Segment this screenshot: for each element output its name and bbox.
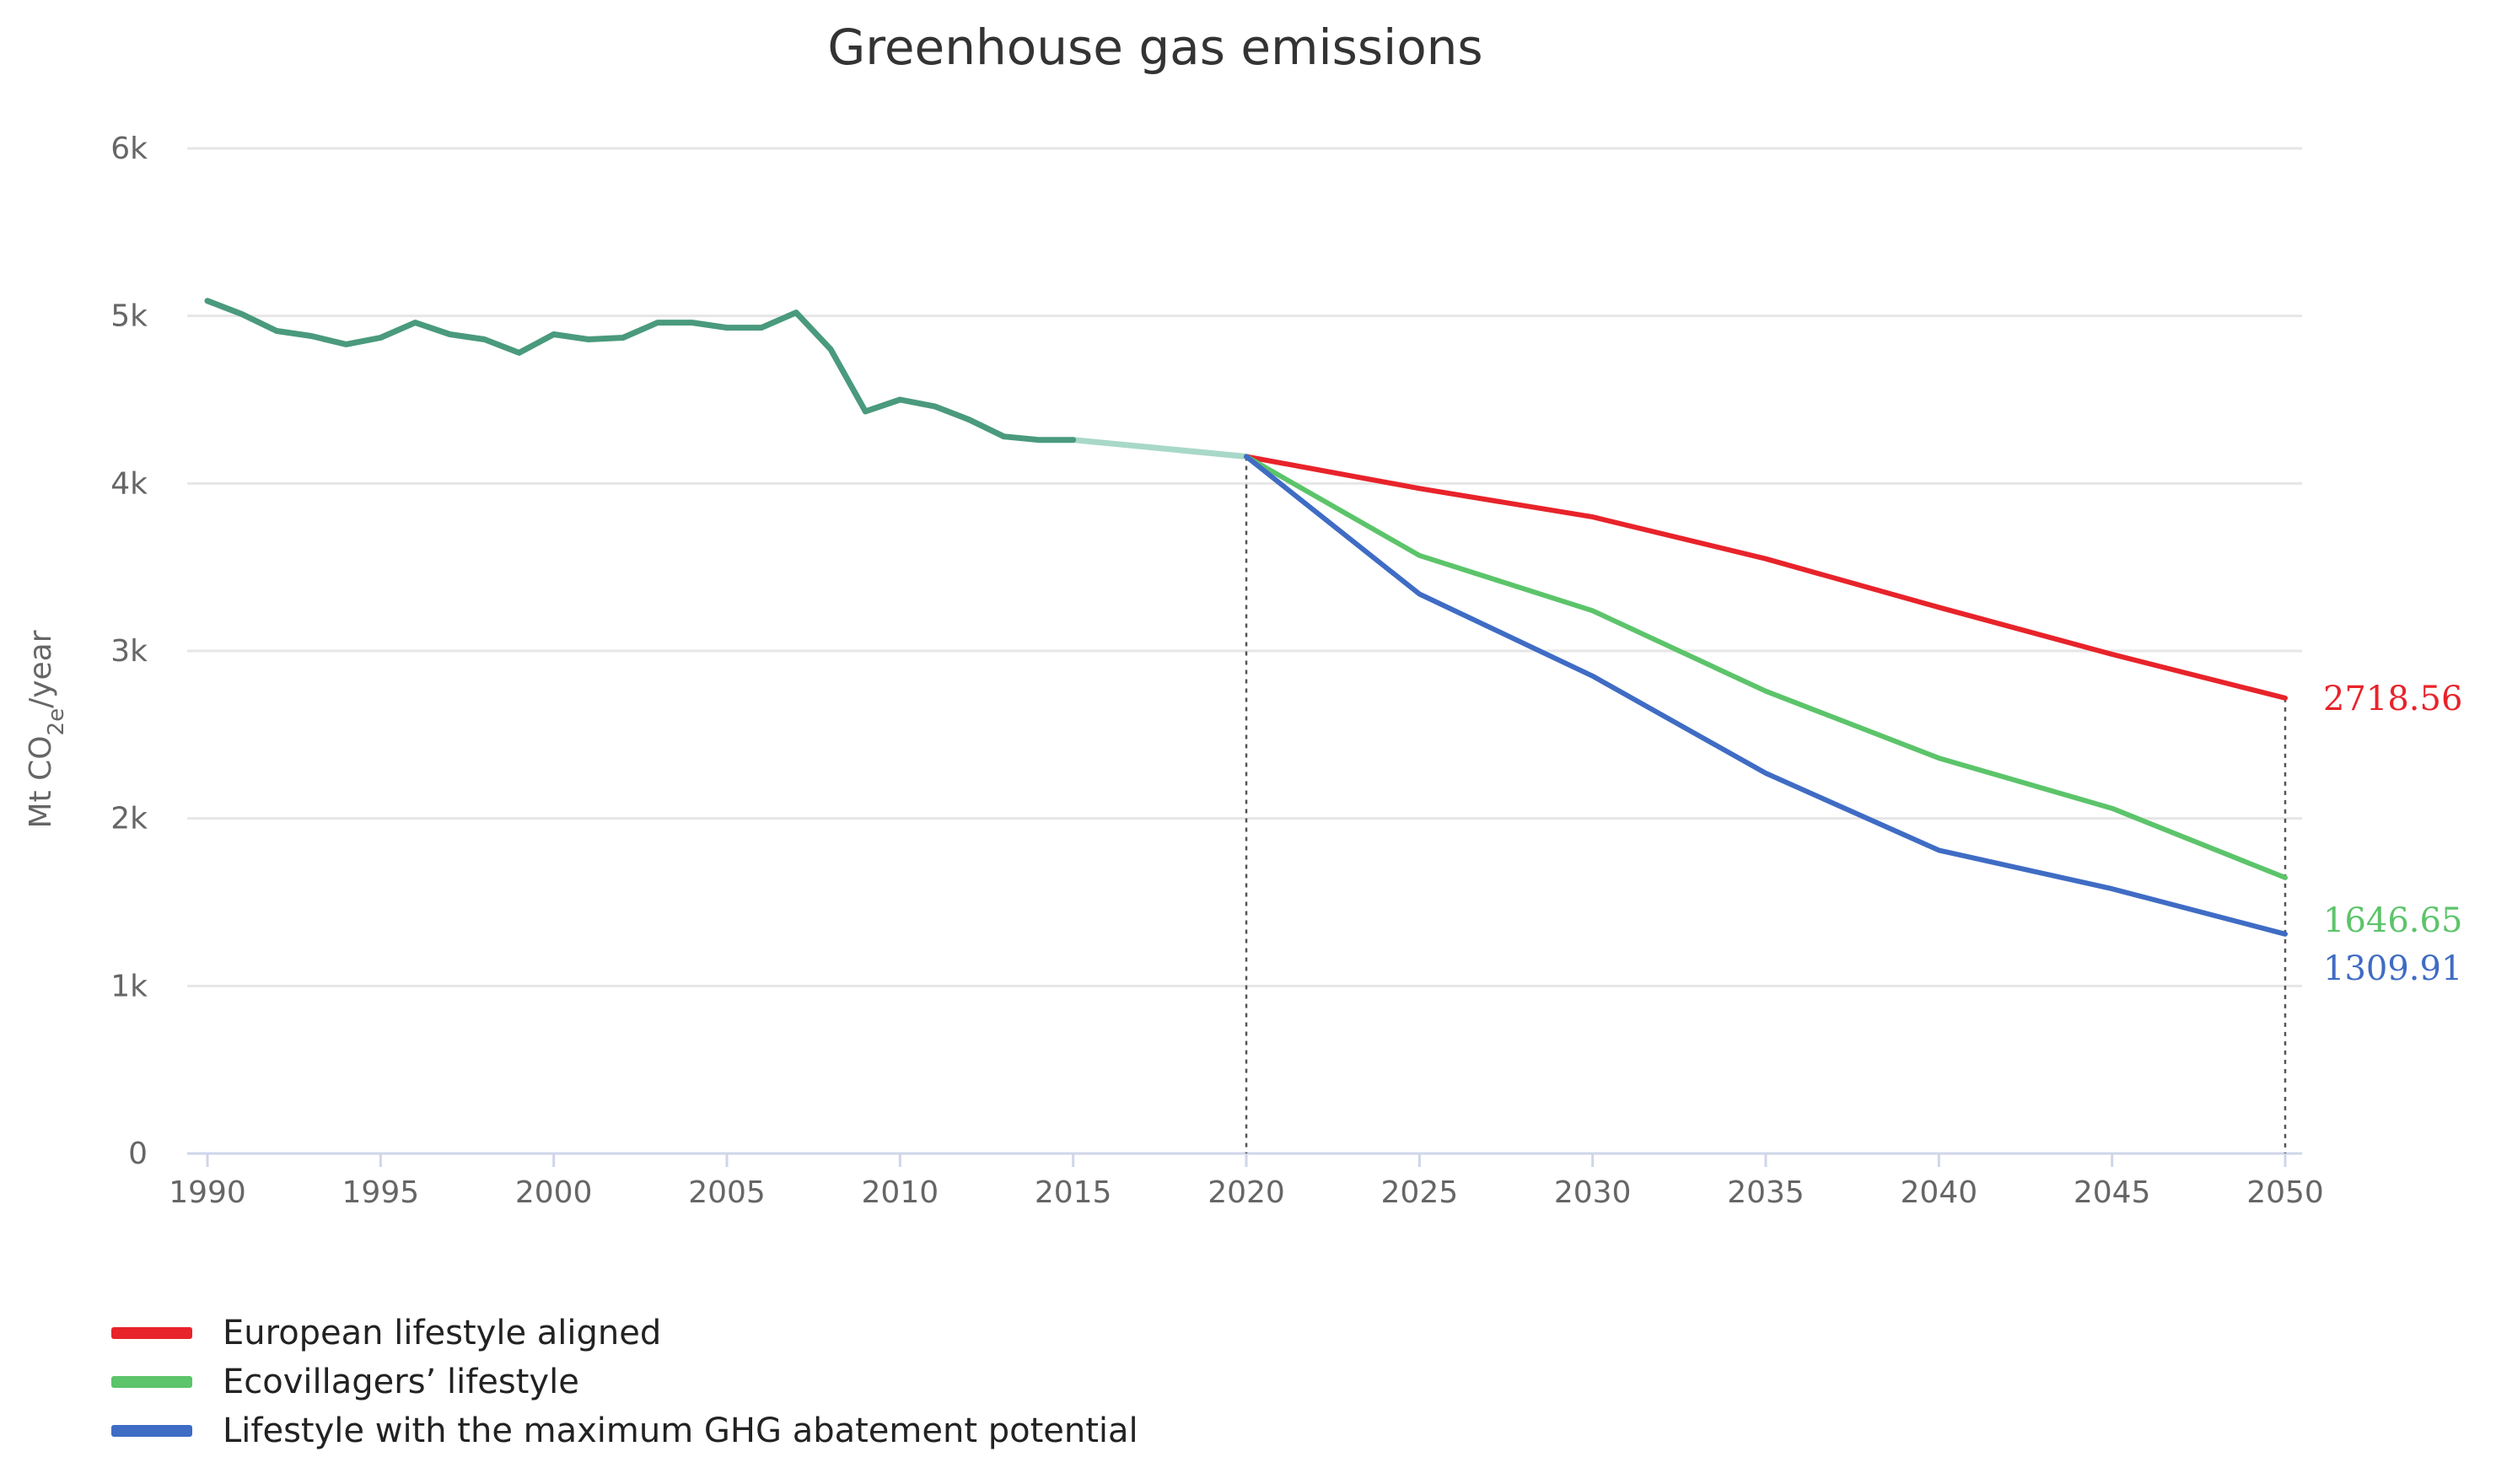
y-tick-label: 0 bbox=[128, 1137, 148, 1171]
legend-item-max-abatement[interactable]: Lifestyle with the maximum GHG abatement… bbox=[111, 1406, 1138, 1455]
x-tick-label: 2000 bbox=[515, 1175, 593, 1210]
y-axis-title: Mt CO2e/year bbox=[24, 630, 69, 828]
y-tick-label: 5k bbox=[110, 299, 148, 334]
series-layer bbox=[204, 298, 2288, 937]
legend-label-european: European lifestyle aligned bbox=[223, 1314, 662, 1352]
x-tick-label: 1990 bbox=[169, 1175, 246, 1210]
y-tick-label: 6k bbox=[110, 132, 148, 166]
y-tick-label: 2k bbox=[110, 802, 148, 836]
axis-layer: 0 1k 2k 3k 4k 5k 6k 1990 1995 2000 2005 2010 2015 202… bbox=[110, 132, 2324, 1210]
legend-label-max-abatement: Lifestyle with the maximum GHG abatement… bbox=[223, 1411, 1138, 1450]
end-label-european: 2718.56 bbox=[2323, 680, 2462, 718]
x-tick-label: 2025 bbox=[1381, 1175, 1459, 1210]
x-tick-label: 2030 bbox=[1554, 1175, 1632, 1210]
y-tick-label: 3k bbox=[110, 634, 148, 669]
x-tick-label: 2005 bbox=[688, 1175, 766, 1210]
x-tick-label: 2035 bbox=[1727, 1175, 1805, 1210]
y-axis-title-suffix: /year bbox=[24, 630, 58, 708]
legend: European lifestyle aligned Ecovillagers’… bbox=[111, 1309, 1138, 1455]
x-tick-label: 2040 bbox=[1901, 1175, 1978, 1210]
legend-swatch-european bbox=[111, 1327, 192, 1339]
legend-item-european[interactable]: European lifestyle aligned bbox=[111, 1309, 1138, 1358]
y-tick-label: 1k bbox=[110, 969, 148, 1003]
series-line-european bbox=[1244, 454, 2288, 701]
x-tick-label: 1995 bbox=[342, 1175, 420, 1210]
end-labels: 2718.56 1646.65 1309.91 bbox=[2323, 680, 2462, 988]
y-axis-title-subscript: 2e bbox=[44, 708, 69, 736]
y-tick-label: 4k bbox=[110, 466, 148, 501]
reference-lines bbox=[1245, 456, 2287, 1153]
y-axis-title-prefix: Mt CO bbox=[24, 735, 58, 828]
legend-label-ecovillagers: Ecovillagers’ lifestyle bbox=[223, 1363, 579, 1401]
series-line-historical bbox=[204, 298, 1077, 444]
x-tick-label: 2015 bbox=[1035, 1175, 1112, 1210]
grid-layer bbox=[187, 147, 2302, 987]
legend-swatch-max-abatement bbox=[111, 1425, 192, 1437]
end-label-max-abatement: 1309.91 bbox=[2323, 949, 2462, 988]
series-line-ecovillagers bbox=[1244, 454, 2288, 880]
end-label-ecovillagers: 1646.65 bbox=[2323, 901, 2462, 940]
x-tick-label: 2050 bbox=[2246, 1175, 2324, 1210]
x-tick-label: 2020 bbox=[1208, 1175, 1285, 1210]
x-tick-label: 2010 bbox=[862, 1175, 939, 1210]
chart-title: Greenhouse gas emissions bbox=[827, 19, 1482, 76]
x-tick-label: 2045 bbox=[2074, 1175, 2151, 1210]
series-line-max-abatement bbox=[1244, 454, 2288, 937]
series-line-connector bbox=[1070, 437, 1250, 460]
legend-swatch-ecovillagers bbox=[111, 1376, 192, 1388]
legend-item-ecovillagers[interactable]: Ecovillagers’ lifestyle bbox=[111, 1358, 1138, 1406]
